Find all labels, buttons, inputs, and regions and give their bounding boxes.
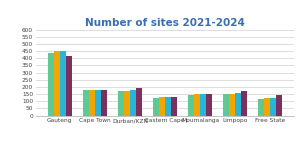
Bar <box>130 90 136 115</box>
Bar <box>165 97 171 116</box>
Bar <box>66 56 72 116</box>
Bar <box>270 98 276 115</box>
Bar <box>136 88 142 116</box>
Bar <box>83 90 89 115</box>
Bar <box>60 51 66 116</box>
Bar <box>241 91 247 116</box>
Bar <box>235 93 241 115</box>
Bar <box>194 94 200 116</box>
Bar <box>48 53 54 116</box>
Bar <box>54 51 60 116</box>
Bar <box>171 97 177 115</box>
Bar <box>229 94 235 115</box>
Bar <box>101 90 107 116</box>
Bar <box>276 95 282 116</box>
Bar <box>118 91 124 115</box>
Bar <box>159 97 165 115</box>
Legend: 2021, 2022, 2023, 2024: 2021, 2022, 2023, 2024 <box>106 164 224 165</box>
Bar <box>153 98 159 115</box>
Bar <box>258 99 264 116</box>
Bar <box>206 94 212 115</box>
Bar <box>95 90 101 116</box>
Bar <box>89 90 95 115</box>
Bar <box>188 95 194 116</box>
Title: Number of sites 2021-2024: Number of sites 2021-2024 <box>85 17 245 28</box>
Bar <box>223 94 229 116</box>
Bar <box>264 98 270 115</box>
Bar <box>124 91 130 116</box>
Bar <box>200 94 206 116</box>
